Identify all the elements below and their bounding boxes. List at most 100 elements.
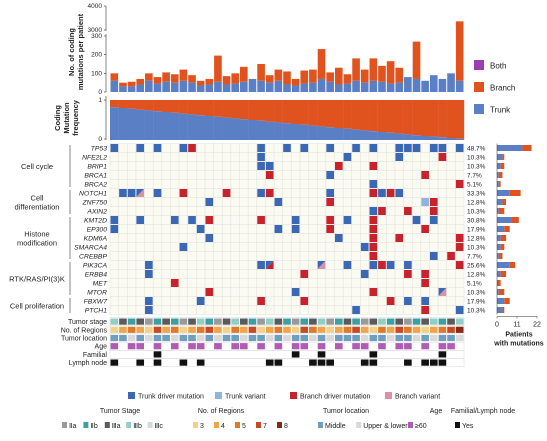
mutation-cell [110, 144, 119, 152]
side-bar-trunk [497, 217, 512, 223]
side-bar-trunk [497, 172, 499, 178]
mutation-cell [110, 225, 119, 233]
freq-bar-trunk [412, 135, 422, 140]
freq-bar-trunk [153, 111, 163, 140]
mutation-cell [360, 243, 369, 251]
freq-bar-trunk [377, 132, 387, 140]
legend-group-title: Tumor location [323, 408, 369, 415]
gene-percent: 10.3% [467, 290, 486, 297]
annotation-cell [395, 334, 404, 342]
count-bar-trunk [196, 85, 205, 92]
mutation-cell [257, 162, 265, 170]
freq-bar-trunk [256, 120, 266, 140]
freq-bar-trunk [438, 137, 447, 140]
freq-bar-branch [230, 100, 240, 119]
legend-group-label: Ⅱa [69, 423, 76, 430]
annotation-cell [265, 326, 274, 333]
legend-group-label: 4 [221, 423, 225, 430]
side-bar-trunk [497, 253, 499, 259]
mutation-cell [170, 279, 179, 287]
mutation-cell [170, 216, 179, 224]
annotation-cell [309, 334, 317, 342]
count-y-tick-label: 100 [91, 70, 102, 77]
legend-group-label: Yes [462, 423, 474, 430]
count-bar-trunk [300, 83, 309, 92]
mutation-cell [404, 297, 412, 305]
mutation-cell [326, 216, 334, 224]
freq-bar-trunk [420, 136, 430, 140]
annotation-cell [170, 343, 179, 350]
annotation-cell [179, 359, 188, 366]
gene-label: FBXW7 [84, 299, 108, 306]
annotation-cell [300, 318, 309, 325]
annotation-cell [447, 326, 455, 333]
mutation-cell [369, 234, 378, 242]
legend-group-swatch [83, 422, 89, 428]
mutation-cell [378, 207, 386, 215]
count-bar-branch [455, 21, 464, 81]
annotation-cell [309, 326, 317, 333]
annotation-cell [119, 326, 127, 333]
annotation-cell [240, 334, 248, 342]
gene-percent: 10.3% [467, 209, 486, 216]
mutation-cell [378, 261, 386, 269]
annotation-cell [378, 334, 386, 342]
freq-bar-branch [135, 100, 145, 110]
annotation-cell [179, 318, 188, 325]
annotation-cell [334, 318, 343, 325]
annotation-cell [240, 326, 248, 333]
mutation-cell [404, 270, 412, 278]
side-bar-branch [498, 253, 503, 259]
mutation-cell [421, 297, 429, 305]
legend-top-label: Branch [490, 84, 515, 93]
annotation-cell [334, 334, 343, 342]
annotation-cell [309, 359, 317, 366]
annotation-cell [162, 318, 170, 325]
mutation-cell [110, 216, 119, 224]
mutation-cell [455, 234, 464, 242]
annotation-cell [188, 343, 196, 350]
count-bar-trunk [145, 80, 153, 92]
count-bar-trunk [153, 83, 162, 92]
annotation-cell [447, 318, 455, 325]
annotation-cell [188, 318, 196, 325]
mutation-cell [429, 252, 438, 260]
freq-bar-branch [420, 100, 430, 136]
gene-percent: 17.9% [467, 227, 486, 234]
side-bar-branch [497, 280, 501, 286]
annotation-cell [438, 326, 447, 333]
count-bar-branch [386, 61, 395, 84]
gene-label: CREBBP [79, 254, 107, 261]
annotation-track-background [109, 350, 465, 359]
gene-group-label: Cell proliferation [10, 302, 64, 311]
annotation-cell [110, 359, 119, 366]
freq-bar-branch [351, 100, 361, 130]
freq-bar-trunk [170, 112, 180, 140]
mutation-cell [127, 189, 136, 197]
count-bar-branch [343, 74, 352, 84]
annotation-cell [317, 359, 326, 366]
freq-bar-branch [308, 100, 318, 126]
count-y-tick-label: 4000 [88, 3, 103, 10]
annotation-cell [248, 318, 257, 325]
legend-group-swatch [356, 422, 362, 428]
grid-background [110, 143, 464, 315]
mutation-cell [360, 270, 369, 278]
count-bar-trunk [170, 82, 179, 92]
side-bar-trunk [497, 154, 503, 160]
mutation-cell [404, 261, 412, 269]
freq-bar-branch [377, 100, 387, 132]
side-bar-branch [498, 208, 505, 214]
count-bar-branch [369, 58, 378, 81]
mutation-cell [421, 306, 429, 314]
mutation-cell [145, 297, 153, 305]
mutation-cell [326, 171, 334, 179]
annotation-cell [145, 334, 153, 342]
annotation-cell [274, 326, 283, 333]
count-bar-trunk [447, 73, 455, 92]
count-bar-trunk [395, 82, 404, 92]
legend-group-swatch [455, 422, 460, 428]
count-y-tick-label: 300 [91, 33, 102, 40]
freq-bar-branch [369, 100, 378, 132]
legend-group-swatch [256, 422, 261, 428]
